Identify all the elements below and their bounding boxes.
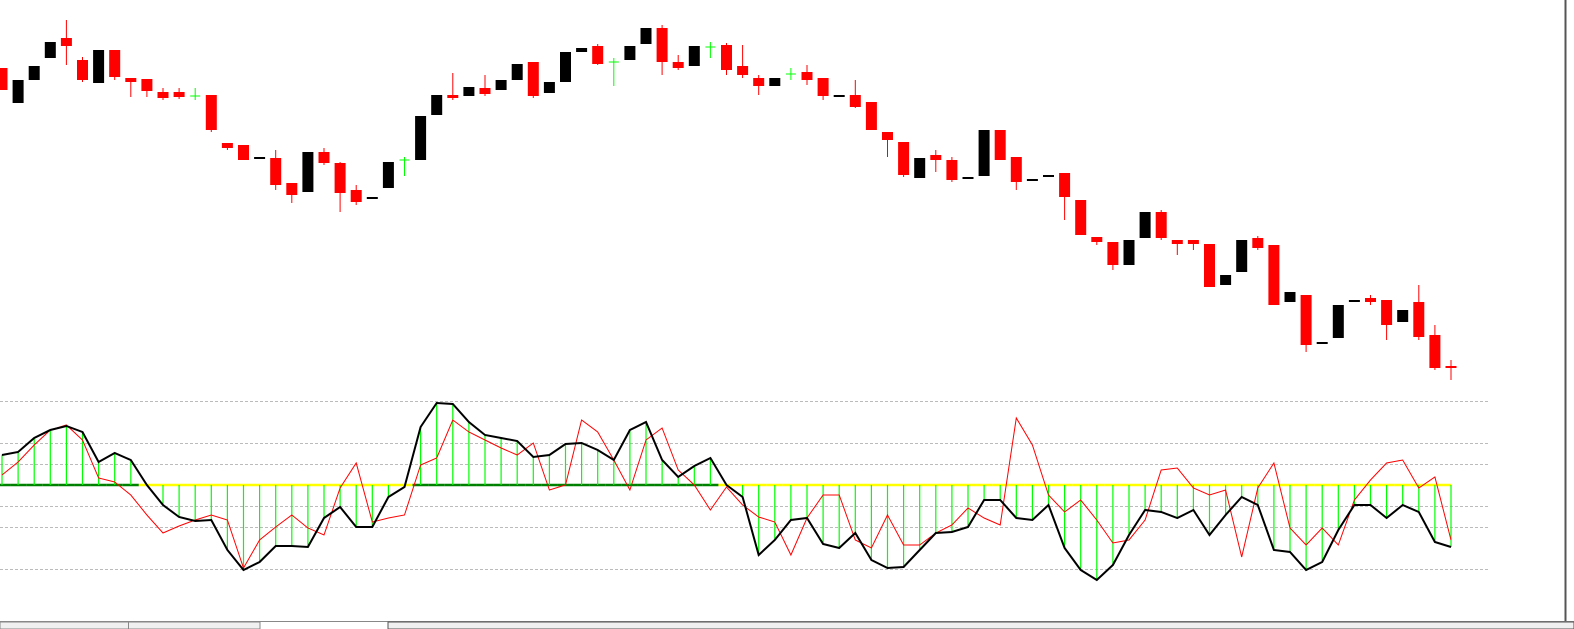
candle-body: [1236, 240, 1248, 272]
plot-area: [0, 20, 1490, 582]
scrollbar[interactable]: [387, 621, 1574, 629]
signal-line: [1, 416, 1452, 570]
candle-body: [1204, 244, 1215, 287]
candle-body: [672, 62, 684, 68]
candle-body: [882, 132, 893, 140]
candle-body: [592, 46, 604, 64]
candle-body: [1123, 240, 1135, 265]
candle-body: [221, 143, 233, 148]
candle-body: [1091, 237, 1103, 242]
candle-body: [1075, 200, 1087, 235]
candle-body: [1026, 179, 1038, 181]
candle-body: [495, 80, 507, 90]
candle-body: [656, 28, 668, 62]
candle-body: [737, 66, 749, 75]
candle-body: [560, 52, 571, 82]
candle-body: [12, 80, 24, 103]
candle-body: [576, 48, 588, 52]
candle-body: [914, 158, 926, 178]
candle-body: [28, 66, 40, 80]
candle-body: [817, 78, 829, 96]
candle-body: [1332, 305, 1344, 338]
candle-body: [1300, 295, 1312, 345]
candle-body: [77, 60, 88, 80]
candle-body: [302, 152, 314, 192]
candle-body: [753, 78, 765, 86]
candle-body: [1010, 157, 1022, 182]
candle-body: [1445, 366, 1457, 368]
candle-body: [1316, 342, 1328, 344]
candle-body: [978, 130, 990, 176]
candle-body: [125, 78, 137, 82]
candle-body: [994, 130, 1006, 160]
candle-body: [833, 95, 845, 97]
candle-body: [1252, 238, 1264, 248]
candle-body: [205, 95, 217, 130]
candle-body: [1171, 240, 1183, 244]
candle-body: [1043, 175, 1054, 177]
candle-body: [1365, 298, 1376, 302]
candle-body: [1107, 242, 1119, 265]
candle-body: [1187, 240, 1199, 244]
candle-body: [1381, 300, 1393, 325]
candle-body: [801, 72, 813, 80]
candle-body: [543, 82, 555, 93]
candle-body: [1268, 245, 1280, 305]
candle-body: [640, 28, 652, 44]
candle-body: [527, 62, 539, 96]
candle-body: [141, 79, 153, 91]
candle-body: [479, 88, 491, 94]
candle-body: [1413, 302, 1425, 337]
candle-body: [350, 190, 362, 202]
candle-body: [849, 95, 861, 107]
candle-body: [865, 102, 877, 130]
candle-body: [238, 145, 249, 160]
candle-body: [366, 197, 378, 199]
candle-body: [270, 158, 282, 185]
candle-body: [318, 152, 330, 163]
candle-body: [431, 95, 443, 115]
candle-body: [962, 177, 974, 179]
candle-body: [44, 42, 56, 58]
candle-body: [334, 163, 346, 193]
candle-body: [1059, 173, 1071, 197]
candle-body: [688, 46, 700, 66]
candle-body: [60, 38, 72, 46]
candle-body: [1155, 212, 1167, 238]
candle-body: [1284, 292, 1296, 302]
candle-body: [0, 68, 8, 90]
candle-body: [1348, 300, 1360, 302]
candle-body: [93, 50, 105, 83]
candle-body: [1220, 275, 1232, 285]
candle-body: [1429, 335, 1441, 368]
candle-body: [1397, 310, 1409, 322]
candle-body: [157, 92, 169, 98]
candle-body: [930, 155, 942, 160]
candle-body: [898, 142, 910, 175]
candle-body: [511, 64, 523, 80]
candle-body: [624, 46, 636, 60]
oscillator-line: [1, 401, 1452, 582]
candle-body: [447, 95, 459, 98]
candle-body: [382, 162, 394, 188]
candle-body: [721, 45, 732, 70]
candle-body: [286, 183, 298, 195]
candle-body: [946, 160, 958, 180]
candle-body: [463, 87, 475, 96]
candle-body: [415, 116, 427, 160]
candle-body: [1139, 212, 1151, 238]
candle-body: [254, 157, 266, 159]
candle-body: [769, 78, 781, 86]
candle-body: [173, 92, 185, 97]
tab[interactable]: [0, 621, 261, 629]
candle-body: [109, 50, 121, 77]
